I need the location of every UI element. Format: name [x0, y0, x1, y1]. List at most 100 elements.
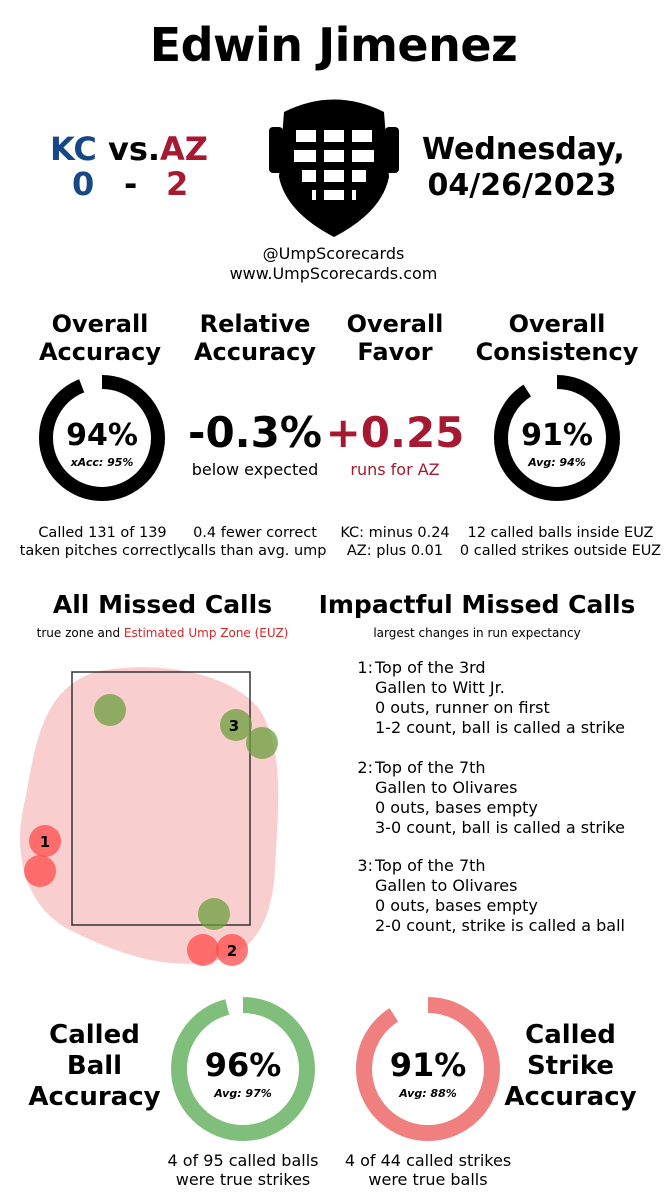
- overall-consistency-avg: Avg: 94%: [528, 456, 586, 469]
- overall-favor-foot-line1: KC: minus 0.24: [340, 525, 450, 541]
- impactful-item-inning: Top of the 3rd: [375, 658, 486, 677]
- missed-call-point: [198, 898, 230, 930]
- marker-label-2: 2: [227, 942, 237, 960]
- overall-accuracy-foot: Called 131 of 139 taken pitches correctl…: [10, 524, 195, 560]
- missed-calls-subtitle-true-zone: true zone and: [36, 626, 121, 640]
- relative-accuracy-title: Relative Accuracy: [175, 310, 335, 366]
- called-ball-foot: 4 of 95 called balls were true strikes: [150, 1151, 336, 1189]
- missed-call-point: [94, 694, 126, 726]
- game-date: Wednesday, 04/26/2023: [422, 132, 625, 204]
- impactful-item-matchup: Gallen to Olivares: [375, 778, 518, 797]
- home-score: 2: [166, 165, 189, 203]
- relative-accuracy-sub: below expected: [191, 460, 319, 479]
- overall-consistency-ring: [494, 375, 620, 501]
- overall-accuracy-arc: [39, 375, 165, 501]
- impactful-item-3: 3: Top of the 7th Gallen to Olivares 0 o…: [345, 856, 645, 936]
- relative-accuracy-foot-line2: calls than avg. ump: [183, 543, 327, 559]
- called-strike-avg: Avg: 88%: [399, 1087, 457, 1100]
- impactful-item-situation: 0 outs, bases empty: [375, 896, 538, 915]
- overall-consistency-arc: [494, 375, 620, 501]
- estimated-ump-zone: [20, 667, 279, 964]
- called-strike-arc: [356, 997, 500, 1141]
- relative-accuracy-value: -0.3%: [188, 408, 322, 457]
- home-team: AZ: [160, 130, 208, 168]
- called-ball-ring: [171, 997, 315, 1141]
- overall-accuracy-title-line1: Overall: [51, 310, 149, 338]
- called-ball-arc: [171, 997, 315, 1141]
- overall-consistency-foot-line1: 12 called balls inside EUZ: [467, 525, 654, 541]
- marker-label-1: 1: [40, 833, 50, 851]
- missed-call-point: [216, 934, 248, 966]
- overall-favor-title: Overall Favor: [320, 310, 470, 366]
- impactful-item-call: 3-0 count, ball is called a strike: [375, 818, 625, 837]
- overall-accuracy-ring: [39, 375, 165, 501]
- date-value: 04/26/2023: [427, 168, 617, 203]
- away-score: 0: [72, 165, 95, 203]
- umpire-mask-icon: [269, 99, 399, 237]
- called-ball-foot-line2: were true strikes: [175, 1170, 311, 1189]
- overall-consistency-foot: 12 called balls inside EUZ 0 called stri…: [458, 524, 663, 560]
- called-ball-avg: Avg: 97%: [214, 1087, 272, 1100]
- overall-favor-title-line1: Overall: [346, 310, 444, 338]
- called-ball-value: 96%: [204, 1046, 282, 1084]
- impactful-item-inning: Top of the 7th: [375, 758, 486, 777]
- overall-accuracy-foot-line1: Called 131 of 139: [38, 525, 167, 541]
- impactful-item-details: Top of the 3rd Gallen to Witt Jr. 0 outs…: [375, 658, 625, 738]
- impactful-item-number: 3:: [357, 856, 373, 875]
- called-strike-foot-line1: 4 of 44 called strikes: [344, 1151, 512, 1170]
- true-strike-zone: [71, 671, 251, 926]
- overall-accuracy-foot-line2: taken pitches correctly: [19, 543, 186, 559]
- date-weekday: Wednesday,: [422, 132, 625, 167]
- impactful-item-matchup: Gallen to Witt Jr.: [375, 678, 505, 697]
- missed-call-point: [246, 727, 278, 759]
- marker-label-3: 3: [229, 717, 239, 735]
- called-strike-foot-line2: were true balls: [368, 1170, 488, 1189]
- impactful-item-situation: 0 outs, runner on first: [375, 698, 550, 717]
- overall-accuracy-title: Overall Accuracy: [20, 310, 180, 366]
- overall-favor-foot-line2: AZ: plus 0.01: [346, 543, 444, 559]
- relative-accuracy-title-line1: Relative: [199, 310, 311, 338]
- overall-favor-title-line2: Favor: [357, 338, 433, 366]
- missed-calls-subtitle-euz: Estimated Ump Zone (EUZ): [123, 626, 289, 640]
- called-ball-label-line3: Accuracy: [28, 1082, 161, 1112]
- called-strike-accuracy-label: Called Strike Accuracy: [498, 1020, 643, 1113]
- missed-call-point: [220, 709, 252, 741]
- relative-accuracy-title-line2: Accuracy: [193, 338, 316, 366]
- overall-accuracy-xacc: xAcc: 95%: [70, 456, 134, 469]
- overall-favor-foot: KC: minus 0.24 AZ: plus 0.01: [330, 524, 460, 560]
- website-link: www.UmpScorecards.com: [229, 264, 438, 283]
- twitter-handle: @UmpScorecards: [262, 244, 405, 263]
- overall-consistency-title-line2: Consistency: [475, 338, 639, 366]
- missed-call-point: [187, 934, 219, 966]
- umpire-name: Edwin Jimenez: [149, 18, 518, 72]
- missed-call-point: [24, 855, 56, 887]
- away-team: KC: [50, 130, 97, 168]
- impactful-item-1: 1: Top of the 3rd Gallen to Witt Jr. 0 o…: [345, 658, 645, 738]
- credits: @UmpScorecards www.UmpScorecards.com: [0, 244, 667, 284]
- called-strike-value: 91%: [389, 1046, 467, 1084]
- overall-consistency-title-line1: Overall: [508, 310, 606, 338]
- relative-accuracy-foot-line1: 0.4 fewer correct: [193, 525, 317, 541]
- overall-accuracy-title-line2: Accuracy: [38, 338, 161, 366]
- impactful-item-matchup: Gallen to Olivares: [375, 876, 518, 895]
- missed-calls-title: All Missed Calls: [52, 590, 273, 619]
- impactful-title: Impactful Missed Calls: [318, 590, 636, 619]
- impactful-item-details: Top of the 7th Gallen to Olivares 0 outs…: [375, 758, 625, 838]
- overall-accuracy-value: 94%: [66, 418, 138, 453]
- overall-consistency-value: 91%: [521, 418, 593, 453]
- called-strike-foot: 4 of 44 called strikes were true balls: [332, 1151, 524, 1189]
- impactful-item-inning: Top of the 7th: [375, 856, 486, 875]
- impactful-item-number: 2:: [357, 758, 373, 777]
- missed-calls-subtitle: true zone and Estimated Ump Zone (EUZ): [20, 626, 305, 640]
- missed-call-point: [29, 825, 61, 857]
- impactful-subtitle: largest changes in run expectancy: [373, 626, 581, 640]
- relative-accuracy-foot: 0.4 fewer correct calls than avg. ump: [178, 524, 332, 560]
- called-strike-ring: [356, 997, 500, 1141]
- score-dash: -: [124, 165, 138, 203]
- called-ball-accuracy-label: Called Ball Accuracy: [22, 1020, 167, 1113]
- called-strike-label-line1: Called: [525, 1020, 616, 1050]
- impactful-item-details: Top of the 7th Gallen to Olivares 0 outs…: [375, 856, 625, 936]
- impactful-item-call: 1-2 count, ball is called a strike: [375, 718, 625, 737]
- called-strike-label-line2: Strike: [526, 1051, 615, 1081]
- impactful-item-call: 2-0 count, strike is called a ball: [375, 916, 625, 935]
